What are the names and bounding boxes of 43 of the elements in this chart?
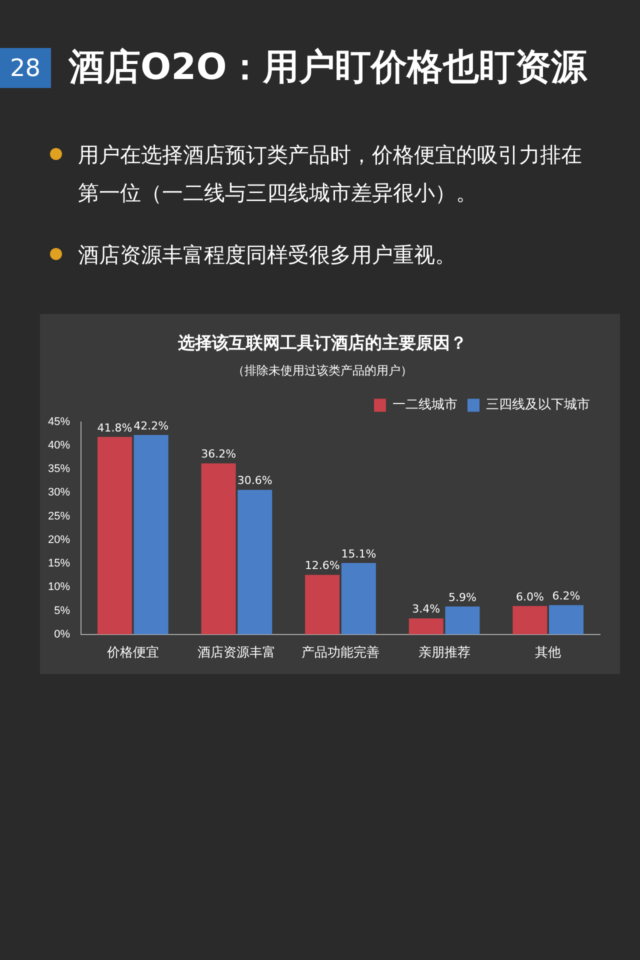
text: 用户在选择酒店预订类产品时，价格便宜的吸引力排在第一位（一二线与三四线城市差异很小）。 — [77, 142, 583, 207]
bar — [97, 436, 132, 634]
x-tick-label: 其他 — [535, 646, 562, 661]
chart-subtitle: （排除未使用过该类产品的用户） — [232, 364, 412, 378]
y-tick-label: 40% — [48, 439, 70, 452]
data-label: 41.8% — [97, 421, 132, 434]
data-label: 15.1% — [341, 547, 376, 560]
y-tick-label: 45% — [48, 416, 70, 428]
data-label: 6.2% — [552, 589, 580, 602]
y-tick-label: 10% — [48, 581, 70, 594]
x-tick-label: 价格便宜 — [106, 644, 159, 661]
y-tick-label: 15% — [48, 558, 70, 570]
text: 酒店资源丰富程度同样受很多用户重视。 — [77, 242, 457, 269]
x-tick-label: 亲朋推荐 — [418, 646, 470, 661]
y-tick-label: 30% — [48, 486, 70, 499]
chart-title: 选择该互联网工具订酒店的主要原因？ — [177, 334, 467, 354]
data-label: 30.6% — [237, 474, 272, 488]
y-tick-label: 35% — [48, 463, 70, 476]
bar — [134, 435, 168, 634]
bar — [201, 463, 236, 634]
data-label: 36.2% — [201, 448, 236, 461]
y-tick-label: 20% — [48, 534, 70, 546]
bar — [408, 618, 444, 634]
x-tick-label: 产品功能完善 — [302, 644, 380, 661]
y-tick-label: 0% — [54, 628, 70, 640]
bar — [238, 490, 272, 634]
bar — [341, 563, 376, 634]
bar — [549, 605, 584, 634]
text: 酒店O2O：用户盯价格也盯资源 — [68, 46, 588, 90]
bar — [305, 574, 340, 634]
data-label: 5.9% — [448, 590, 476, 604]
data-label: 42.2% — [134, 419, 169, 432]
data-label: 3.4% — [412, 602, 440, 616]
y-tick-label: 5% — [54, 604, 70, 617]
data-label: 12.6% — [304, 559, 340, 572]
legend-label: 三四线及以下城市 — [486, 398, 590, 413]
x-tick-label: 酒店资源丰富 — [198, 644, 276, 661]
bar — [512, 606, 548, 634]
data-label: 6.0% — [516, 590, 544, 604]
text: 28 — [0, 48, 51, 88]
y-tick-label: 25% — [48, 510, 70, 522]
legend-label: 一二线城市 — [392, 398, 458, 413]
bar — [445, 606, 480, 634]
